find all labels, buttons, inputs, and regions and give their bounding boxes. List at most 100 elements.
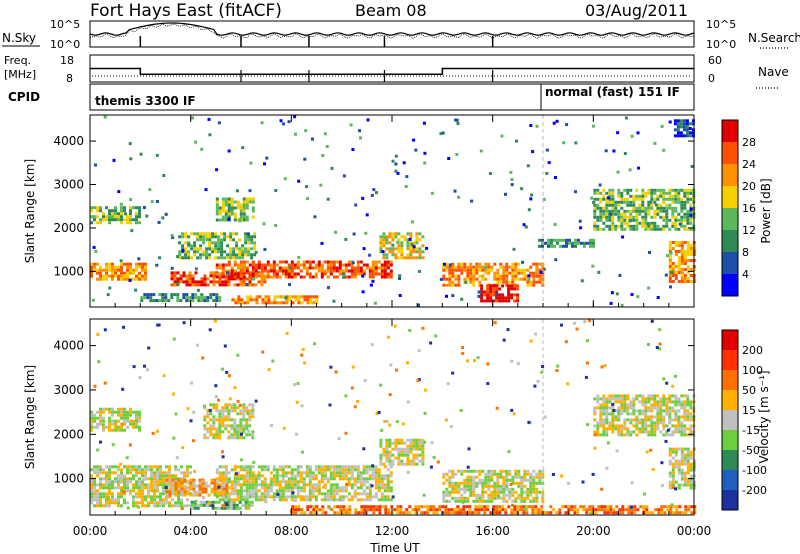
data-cell [90, 501, 93, 505]
data-cell [339, 511, 343, 515]
data-cell [674, 487, 677, 491]
data-cell [400, 241, 404, 245]
data-cell [141, 274, 144, 278]
data-cell [629, 194, 633, 198]
data-cell [522, 508, 526, 512]
data-cell [466, 488, 470, 492]
data-cell [686, 456, 690, 460]
data-cell [368, 492, 372, 496]
data-cell [611, 430, 615, 434]
data-cell [173, 277, 177, 281]
data-cell [682, 134, 686, 138]
data-cell [239, 412, 243, 416]
data-cell [615, 505, 619, 509]
data-cell [332, 468, 336, 472]
data-cell [526, 164, 530, 168]
data-cell [472, 487, 476, 491]
data-cell [227, 149, 231, 153]
data-cell [385, 456, 389, 460]
data-cell [138, 274, 141, 278]
data-cell [350, 471, 354, 475]
data-cell [644, 206, 648, 210]
data-cell [602, 227, 606, 231]
data-cell [445, 294, 448, 298]
data-cell [671, 280, 675, 283]
data-cell [108, 215, 111, 219]
data-cell [653, 215, 657, 219]
data-cell [156, 474, 159, 478]
data-cell [653, 188, 657, 192]
data-cell [529, 499, 533, 503]
data-cell [457, 280, 461, 284]
data-cell [347, 263, 351, 267]
data-cell [596, 397, 600, 401]
data-cell [493, 271, 497, 275]
data-cell [683, 241, 687, 244]
data-cell [626, 406, 630, 410]
data-cell [246, 295, 250, 299]
data-cell [466, 271, 470, 275]
data-cell [380, 269, 384, 273]
data-cell [596, 430, 600, 434]
data-cell [483, 508, 487, 512]
data-cell [214, 244, 218, 248]
data-cell [671, 384, 675, 388]
data-cell [254, 283, 258, 287]
data-cell [345, 511, 349, 515]
data-cell [221, 495, 225, 499]
data-cell [389, 474, 393, 478]
data-cell [153, 483, 156, 487]
data-cell [645, 450, 649, 454]
data-cell [215, 489, 219, 493]
data-cell [177, 481, 181, 485]
data-cell [208, 244, 212, 248]
data-cell [629, 421, 633, 425]
data-cell [660, 484, 664, 488]
data-cell [349, 123, 353, 127]
data-cell [108, 221, 111, 225]
data-cell [233, 492, 237, 496]
data-cell [689, 259, 693, 262]
data-cell [690, 511, 694, 515]
data-cell [680, 483, 684, 487]
data-cell [242, 280, 246, 284]
data-cell [606, 511, 610, 515]
data-cell [272, 465, 276, 469]
data-cell [680, 403, 684, 407]
data-cell [132, 422, 135, 426]
data-cell [353, 483, 357, 487]
data-cell [680, 218, 684, 222]
data-cell [320, 498, 324, 502]
data-cell [365, 471, 369, 475]
data-cell [383, 486, 387, 490]
data-cell [537, 511, 541, 515]
data-cell [600, 505, 604, 509]
data-cell [300, 353, 304, 357]
data-cell [599, 406, 603, 410]
data-cell [597, 505, 601, 509]
data-cell [215, 477, 219, 481]
data-cell [671, 474, 675, 478]
data-cell [478, 481, 482, 485]
data-cell [686, 280, 690, 283]
data-cell [260, 275, 264, 279]
data-cell [647, 203, 651, 207]
data-cell [434, 334, 438, 338]
data-cell [221, 450, 224, 454]
data-cell [138, 465, 141, 469]
data-cell [400, 253, 404, 257]
data-cell [134, 288, 138, 292]
data-cell [391, 232, 395, 236]
data-cell [669, 505, 673, 509]
data-cell [691, 131, 695, 135]
data-cell [680, 274, 684, 277]
data-cell [514, 268, 518, 272]
data-cell [668, 259, 672, 262]
data-cell [674, 253, 678, 256]
data-cell [658, 347, 662, 351]
data-cell [350, 275, 354, 279]
power-colorbar-swatch [722, 186, 738, 208]
data-cell [190, 506, 194, 510]
data-cell [442, 493, 446, 497]
data-cell [386, 495, 390, 499]
